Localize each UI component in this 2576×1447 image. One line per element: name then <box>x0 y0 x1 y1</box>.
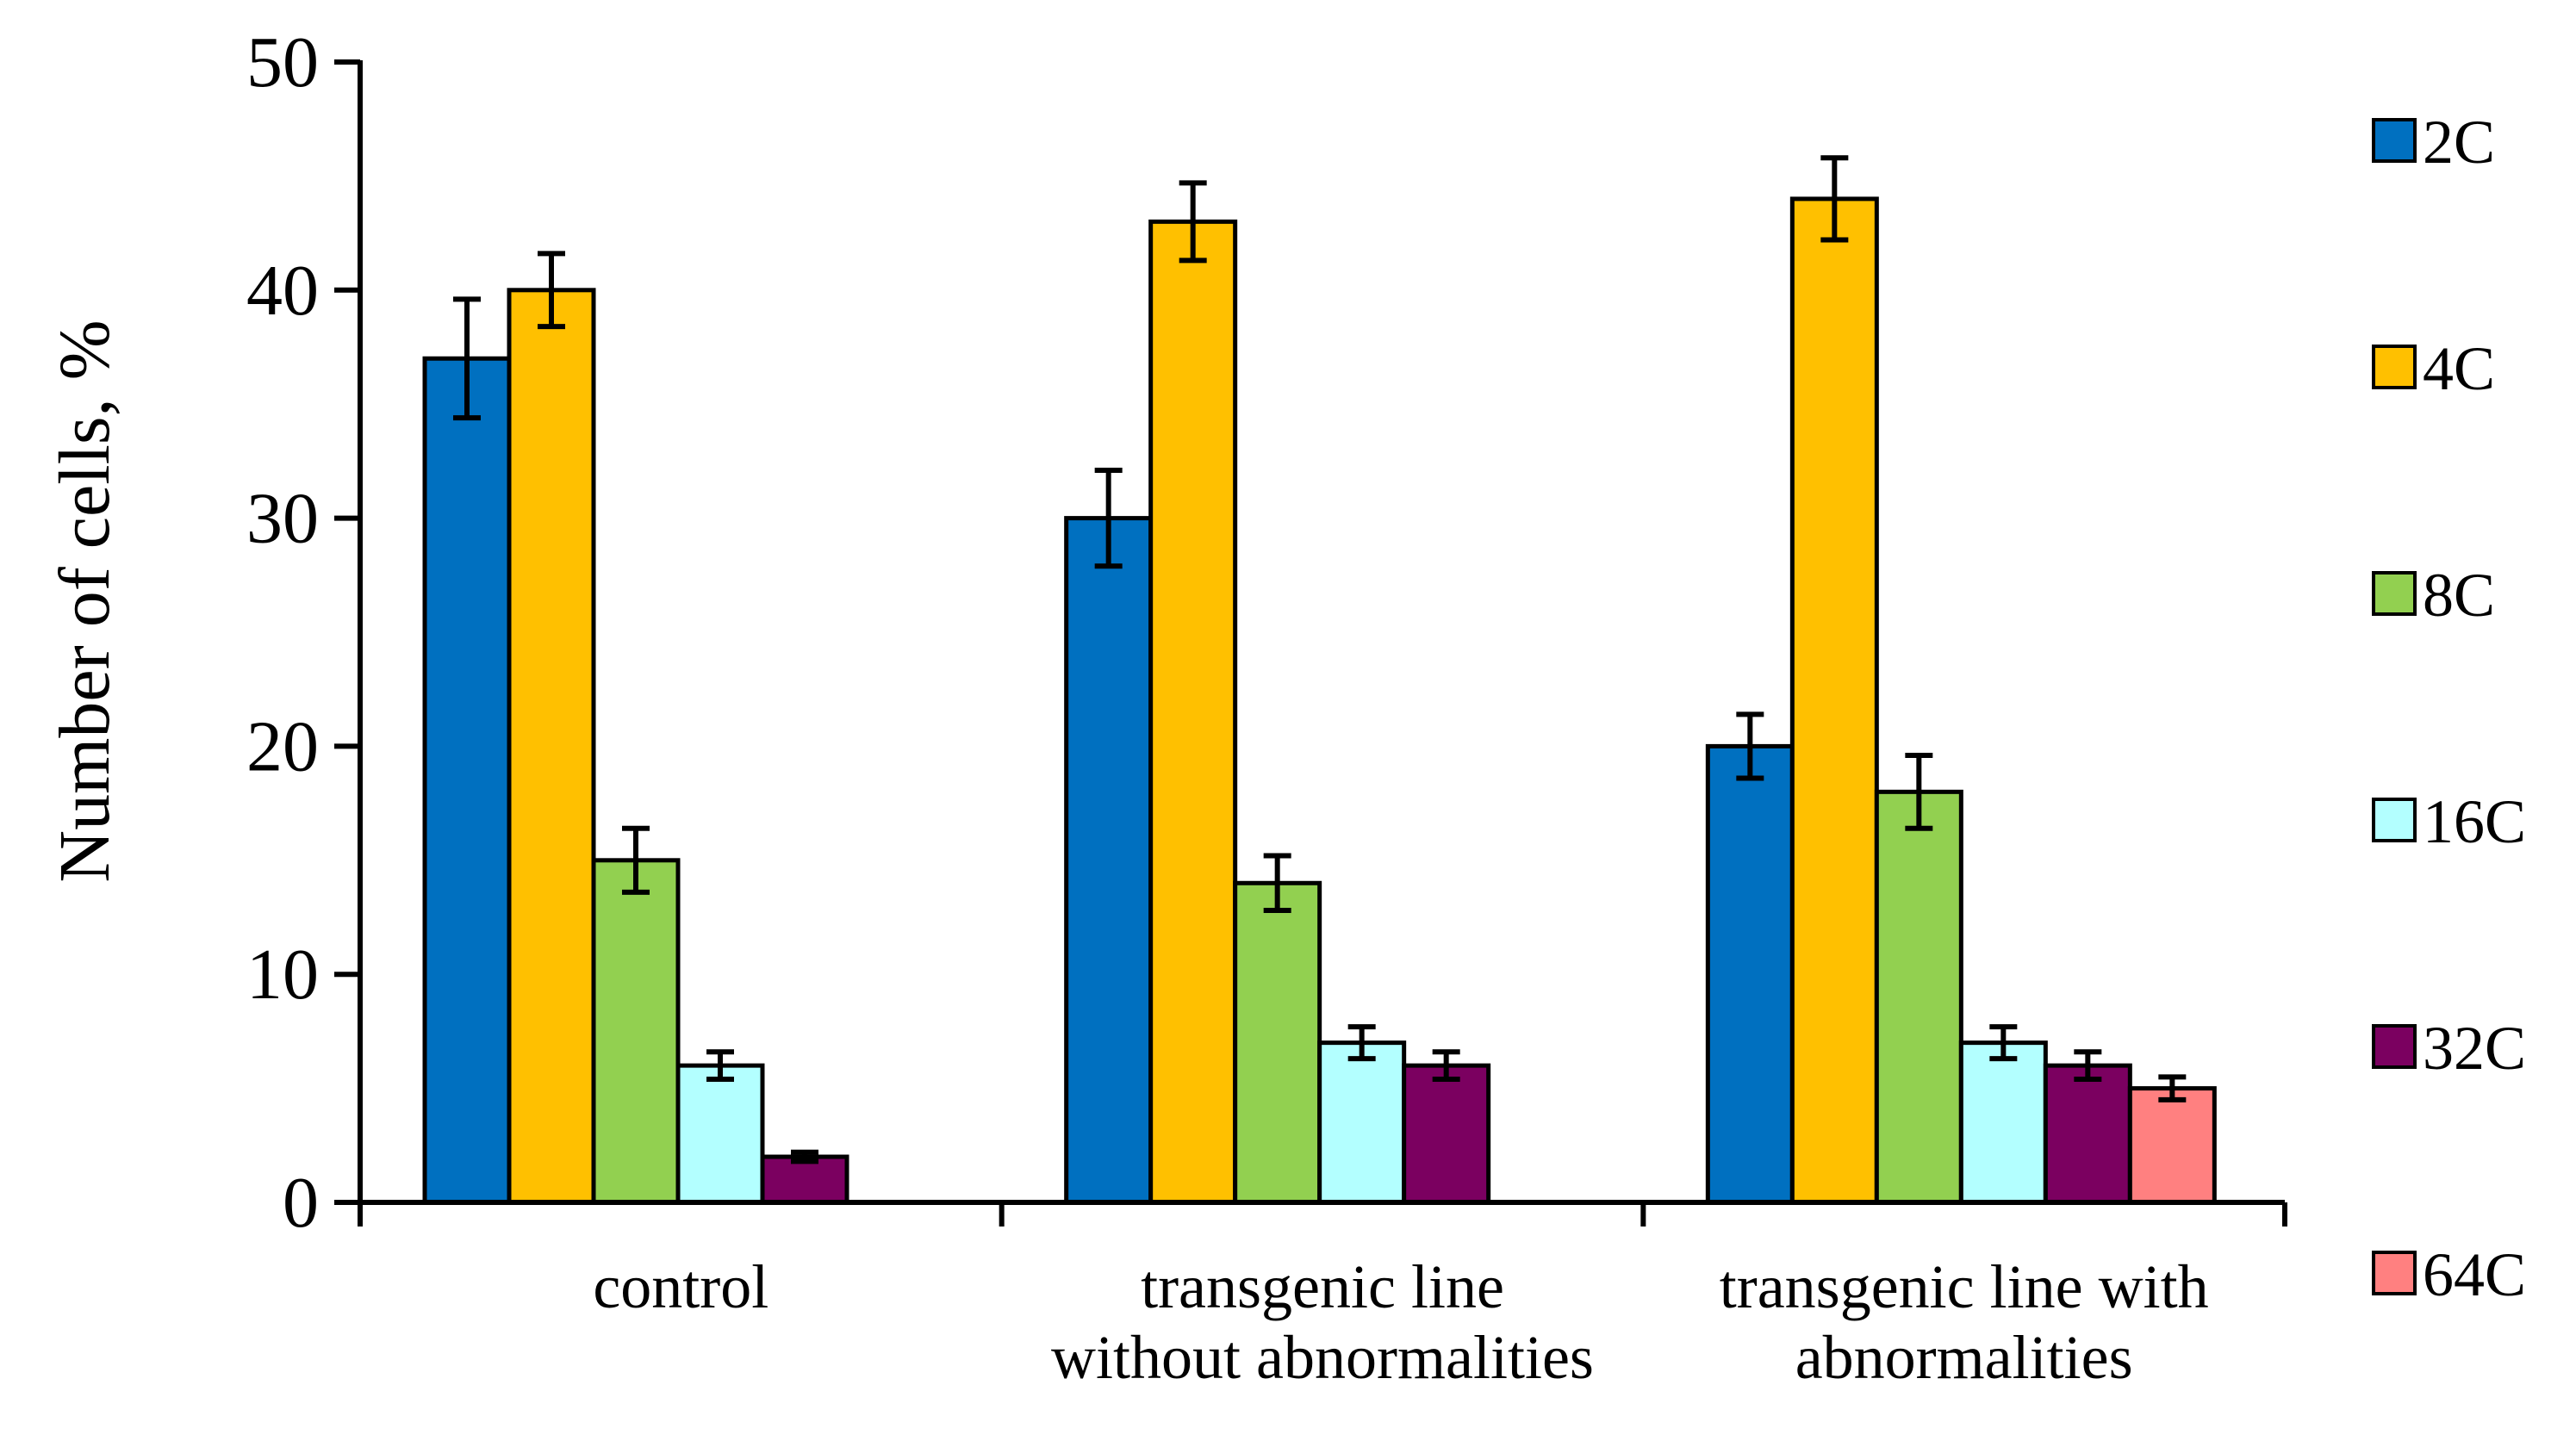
error-bar-32C-2 <box>2074 1049 2102 1083</box>
y-tick-label-50: 50 <box>246 22 319 102</box>
legend-swatch-2C <box>2372 118 2417 163</box>
bar-16C-1 <box>1317 1040 1407 1205</box>
error-bar-2C-2 <box>1736 711 1764 781</box>
bar-4C-1 <box>1148 219 1238 1205</box>
bar-32C-2 <box>2043 1063 2132 1205</box>
bar-32C-0 <box>760 1154 849 1205</box>
error-bar-8C-2 <box>1905 752 1933 831</box>
y-axis-title: Number of cells, % <box>45 320 125 882</box>
bar-4C-0 <box>507 288 596 1205</box>
legend-label-64C: 64C <box>2423 1240 2526 1309</box>
error-bar-32C-1 <box>1432 1049 1460 1083</box>
bar-2C-1 <box>1064 516 1154 1205</box>
legend-swatch-4C <box>2372 345 2417 389</box>
error-bar-8C-0 <box>622 825 650 895</box>
error-bar-64C-2 <box>2158 1074 2187 1102</box>
legend-label-2C: 2C <box>2423 108 2495 177</box>
error-bar-4C-0 <box>538 251 565 330</box>
category-label-2: transgenic line with abnormalities <box>1720 1252 2209 1392</box>
legend-item-8C: 8C <box>2372 561 2495 630</box>
legend-swatch-8C <box>2372 571 2417 616</box>
category-label-0: control <box>593 1252 768 1321</box>
legend-label-8C: 8C <box>2423 561 2495 630</box>
error-bar-4C-2 <box>1820 155 1849 243</box>
category-label-1: transgenic line without abnormalities <box>1051 1252 1594 1392</box>
legend-label-32C: 32C <box>2423 1014 2526 1083</box>
bar-16C-0 <box>675 1063 765 1205</box>
error-bar-8C-1 <box>1263 853 1291 914</box>
legend-item-64C: 64C <box>2372 1240 2526 1309</box>
legend-label-4C: 4C <box>2423 334 2495 403</box>
error-bar-16C-2 <box>1989 1024 2018 1062</box>
bar-32C-1 <box>1402 1063 1491 1205</box>
y-tick-label-30: 30 <box>246 479 319 559</box>
bar-8C-1 <box>1233 880 1322 1205</box>
y-tick-label-40: 40 <box>246 251 319 331</box>
bar-16C-2 <box>1958 1040 2048 1205</box>
bar-8C-0 <box>591 858 681 1205</box>
bar-2C-2 <box>1705 743 1795 1205</box>
bar-8C-2 <box>1874 789 1963 1205</box>
error-bar-16C-0 <box>706 1049 734 1083</box>
error-bar-4C-1 <box>1179 180 1207 264</box>
legend-swatch-32C <box>2372 1024 2417 1069</box>
bar-2C-0 <box>422 356 512 1205</box>
legend-item-16C: 16C <box>2372 787 2526 856</box>
bar-4C-2 <box>1789 196 1879 1205</box>
y-tick-label-0: 0 <box>283 1163 319 1243</box>
y-tick-label-10: 10 <box>246 935 319 1015</box>
error-bar-16C-1 <box>1347 1024 1376 1062</box>
error-bar-2C-0 <box>453 296 481 421</box>
y-tick-label-20: 20 <box>246 706 319 786</box>
legend-label-16C: 16C <box>2423 787 2526 856</box>
error-bar-2C-1 <box>1094 467 1123 569</box>
legend-item-2C: 2C <box>2372 108 2495 177</box>
legend-item-4C: 4C <box>2372 334 2495 403</box>
legend-swatch-64C <box>2372 1251 2417 1295</box>
bar-64C-2 <box>2127 1086 2217 1205</box>
legend-item-32C: 32C <box>2372 1014 2526 1083</box>
legend-swatch-16C <box>2372 798 2417 842</box>
error-bar-32C-0 <box>791 1149 818 1164</box>
